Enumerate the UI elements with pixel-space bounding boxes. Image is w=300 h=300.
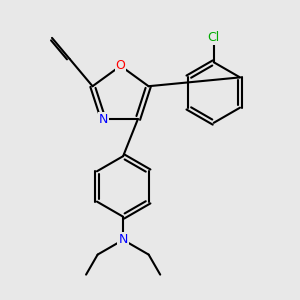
Text: N: N bbox=[99, 112, 108, 126]
Text: N: N bbox=[118, 233, 128, 246]
Text: Cl: Cl bbox=[208, 31, 220, 44]
Text: O: O bbox=[116, 59, 125, 72]
